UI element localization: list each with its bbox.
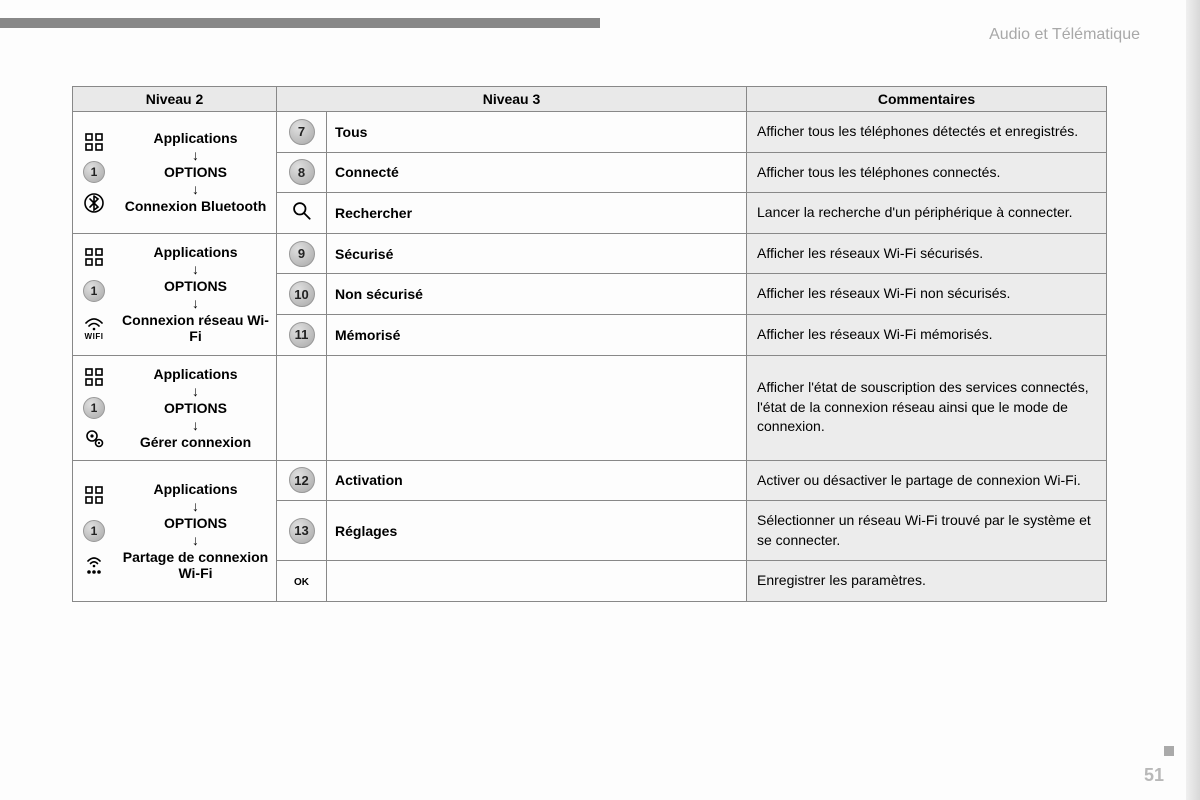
niv3-label: [327, 561, 747, 602]
niv3-label: Réglages: [327, 501, 747, 561]
grid-icon: [84, 132, 104, 152]
comment-cell: Afficher l'état de souscription des serv…: [747, 355, 1107, 460]
niv3-label: Sécurisé: [327, 233, 747, 274]
corner-square: [1164, 746, 1174, 756]
arrow-down-icon: ↓: [192, 533, 199, 547]
niv3-label: Connecté: [327, 152, 747, 193]
niv3-badge-cell: 13: [277, 501, 327, 561]
header-niveau-2: Niveau 2: [73, 87, 277, 112]
step-1-badge: 1: [83, 397, 105, 419]
comment-cell: Afficher les réseaux Wi-Fi non sécurisés…: [747, 274, 1107, 315]
step-badge: 9: [289, 241, 315, 267]
niv3-badge-cell: 8: [277, 152, 327, 193]
niv2-label: OPTIONS: [164, 278, 227, 294]
step-badge: 12: [289, 467, 315, 493]
niv3-badge-cell: [277, 355, 327, 460]
comment-cell: Activer ou désactiver le partage de conn…: [747, 460, 1107, 501]
niv3-badge-cell: OK: [277, 561, 327, 602]
niv2-label: Partage de connexion Wi-Fi: [119, 549, 272, 581]
menu-table: Niveau 2 Niveau 3 Commentaires 1 Applica…: [72, 86, 1107, 602]
comment-cell: Sélectionner un réseau Wi-Fi trouvé par …: [747, 501, 1107, 561]
arrow-down-icon: ↓: [192, 182, 199, 196]
niv3-badge-cell: 12: [277, 460, 327, 501]
niv2-cell: 1 Applications ↓ OPTIONS ↓ Connexion Bluetoo…: [73, 112, 277, 234]
niv2-label: Applications: [153, 130, 237, 146]
step-badge: 13: [289, 518, 315, 544]
step-badge: 10: [289, 281, 315, 307]
niv3-label: Tous: [327, 112, 747, 153]
niv3-badge-cell: 9: [277, 233, 327, 274]
wifi-label: WIFI: [85, 332, 104, 341]
arrow-down-icon: ↓: [192, 384, 199, 398]
niv3-label: Rechercher: [327, 193, 747, 234]
section-title: Audio et Télématique: [989, 26, 1140, 44]
page-number: 51: [1144, 765, 1164, 786]
niv2-label: Applications: [153, 481, 237, 497]
arrow-down-icon: ↓: [192, 262, 199, 276]
niv3-label: Activation: [327, 460, 747, 501]
comment-cell: Afficher les réseaux Wi-Fi mémorisés.: [747, 314, 1107, 355]
grid-icon: [84, 247, 104, 267]
comment-cell: Enregistrer les paramètres.: [747, 561, 1107, 602]
ok-badge: OK: [291, 575, 312, 590]
niv2-label: OPTIONS: [164, 515, 227, 531]
niv2-label: OPTIONS: [164, 400, 227, 416]
step-1-badge: 1: [83, 520, 105, 542]
arrow-down-icon: ↓: [192, 148, 199, 162]
niv2-label: Applications: [153, 366, 237, 382]
arrow-down-icon: ↓: [192, 418, 199, 432]
niv2-label: Connexion Bluetooth: [125, 198, 267, 214]
niv2-label: Connexion réseau Wi-Fi: [119, 312, 272, 344]
header-niveau-3: Niveau 3: [277, 87, 747, 112]
niv3-badge-cell: 11: [277, 314, 327, 355]
niv2-label: Applications: [153, 244, 237, 260]
top-accent-bar: [0, 18, 600, 28]
niv3-badge-cell: 7: [277, 112, 327, 153]
niv3-badge-cell: [277, 193, 327, 234]
search-icon: [291, 200, 313, 222]
comment-cell: Lancer la recherche d'un périphérique à …: [747, 193, 1107, 234]
arrow-down-icon: ↓: [192, 499, 199, 513]
step-1-badge: 1: [83, 280, 105, 302]
comment-cell: Afficher tous les téléphones connectés.: [747, 152, 1107, 193]
niv2-label: OPTIONS: [164, 164, 227, 180]
bluetooth-icon: [84, 193, 104, 213]
header-commentaires: Commentaires: [747, 87, 1107, 112]
comment-cell: Afficher les réseaux Wi-Fi sécurisés.: [747, 233, 1107, 274]
niv2-label: Gérer connexion: [140, 434, 251, 450]
step-badge: 11: [289, 322, 315, 348]
step-badge: 8: [289, 159, 315, 185]
comment-cell: Afficher tous les téléphones détectés et…: [747, 112, 1107, 153]
grid-icon: [84, 485, 104, 505]
niv2-cell: 1 Applications ↓ OPTIONS ↓ Gérer connexion: [73, 355, 277, 460]
niv3-label: [327, 355, 747, 460]
step-badge: 7: [289, 119, 315, 145]
wifi-icon: [84, 314, 104, 334]
gear-icon: [84, 428, 104, 448]
niv3-badge-cell: 10: [277, 274, 327, 315]
niv2-cell: 1 WIFI Applications ↓ OPTIONS ↓ Connexion rés…: [73, 233, 277, 355]
niv3-label: Non sécurisé: [327, 274, 747, 315]
page-right-edge: [1186, 0, 1200, 800]
arrow-down-icon: ↓: [192, 296, 199, 310]
niv3-label: Mémorisé: [327, 314, 747, 355]
grid-icon: [84, 367, 104, 387]
niv2-cell: 1 Applications ↓ OPTIONS ↓ Partage de connex…: [73, 460, 277, 601]
step-1-badge: 1: [83, 161, 105, 183]
hotspot-icon: [84, 556, 104, 576]
